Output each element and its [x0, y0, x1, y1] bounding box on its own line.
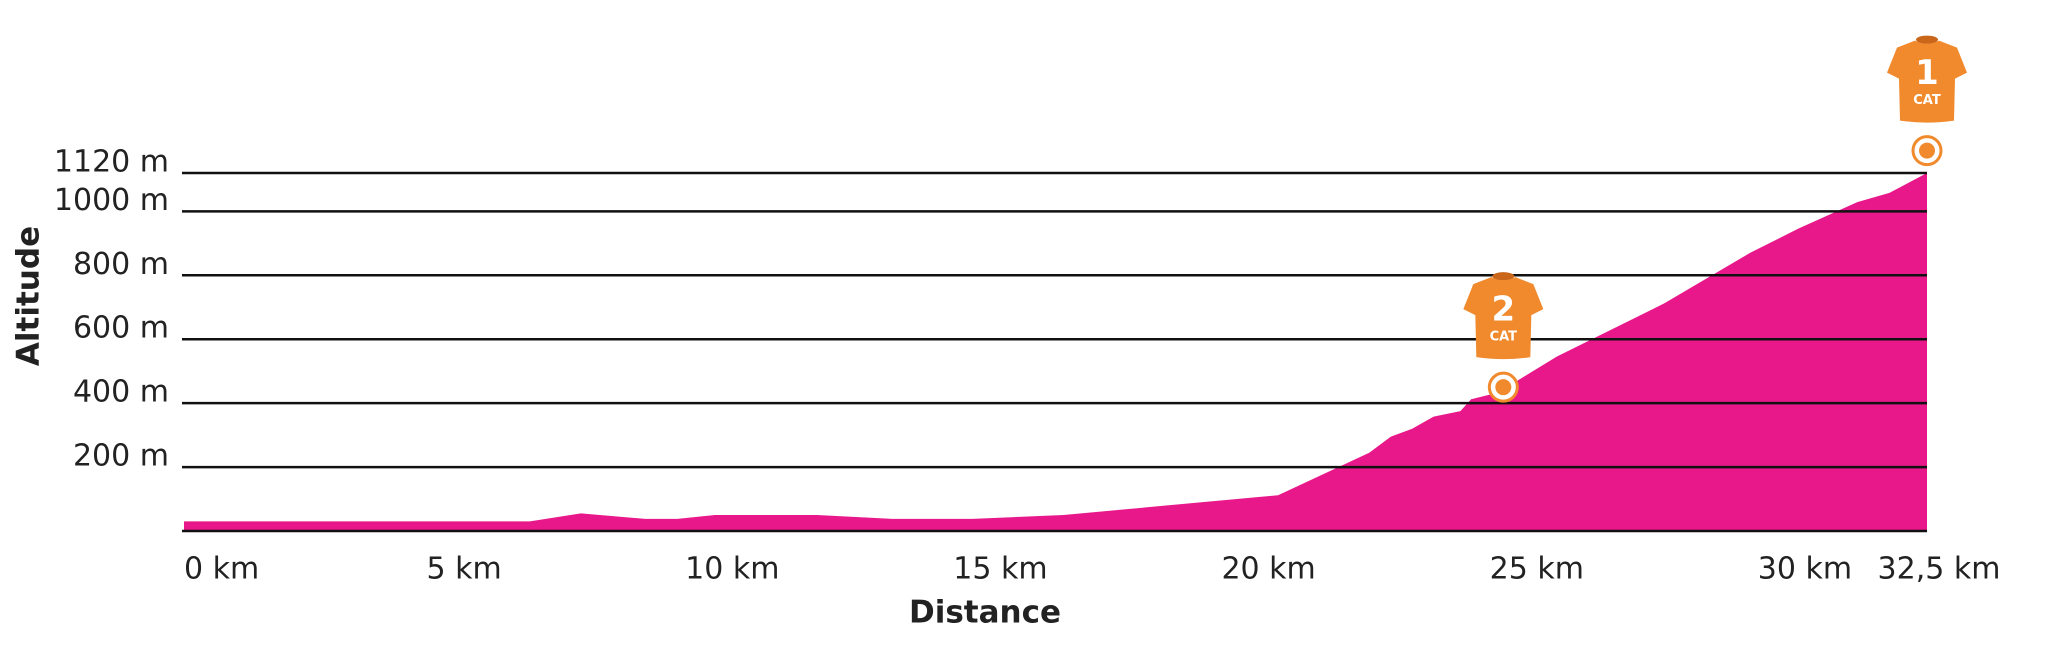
jersey-collar [1916, 35, 1938, 44]
x-tick-label: 5 km [427, 552, 502, 587]
climb-category: CAT [1490, 330, 1518, 345]
x-tick-label: 32,5 km [1878, 552, 2001, 587]
x-tick-label: 10 km [685, 552, 779, 587]
climb-number: 2 [1491, 290, 1515, 330]
y-tick-label: 400 m [73, 375, 169, 410]
climb-category: CAT [1913, 93, 1941, 108]
y-tick-label: 600 m [73, 311, 169, 346]
x-tick-label: 20 km [1221, 552, 1315, 587]
climb-point-dot [1495, 379, 1512, 396]
x-tick-label: 30 km [1758, 552, 1852, 587]
y-tick-label: 1120 m [54, 145, 169, 180]
x-tick-label: 25 km [1490, 552, 1584, 587]
y-tick-label: 200 m [73, 439, 169, 474]
y-tick-label: 1000 m [54, 183, 169, 218]
elevation-area [184, 173, 1927, 531]
x-tick-label: 15 km [953, 552, 1047, 587]
jersey-collar [1492, 272, 1515, 281]
climb-number: 1 [1915, 53, 1939, 93]
x-axis-title: Distance [909, 595, 1061, 631]
y-tick-label: 800 m [73, 247, 169, 282]
jersey [1463, 277, 1544, 360]
jersey [1887, 40, 1967, 123]
climb-point-dot [1919, 142, 1935, 159]
x-tick-label: 0 km [184, 552, 259, 587]
y-axis-title: Altitude [11, 226, 47, 366]
